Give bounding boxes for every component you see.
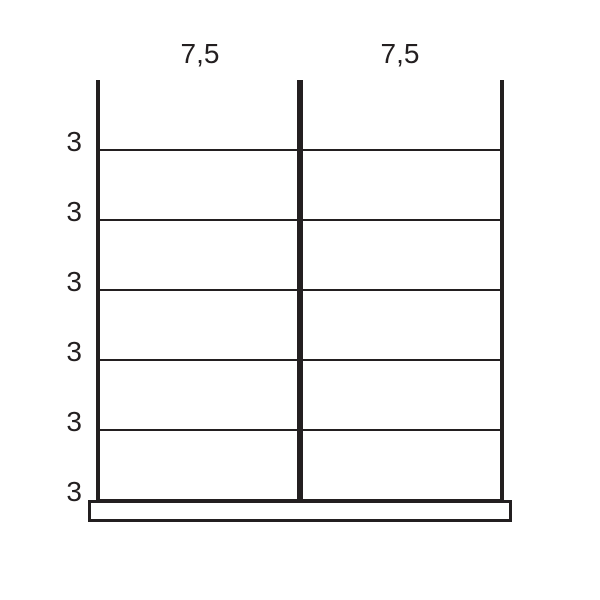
shelf-line	[303, 359, 500, 361]
row-label: 3	[0, 198, 82, 226]
row-label: 3	[0, 338, 82, 366]
base-bottom	[88, 519, 512, 522]
row-label: 3	[0, 478, 82, 506]
base-top	[88, 500, 512, 503]
column-label: 7,5	[100, 40, 300, 68]
shelf-line	[100, 359, 297, 361]
column-label: 7,5	[300, 40, 500, 68]
base-left	[88, 500, 91, 522]
shelf-line	[303, 289, 500, 291]
base-right	[509, 500, 512, 522]
shelf-line	[303, 149, 500, 151]
shelf-line	[100, 149, 297, 151]
row-label: 3	[0, 128, 82, 156]
shelf-line	[303, 219, 500, 221]
shelf-line	[303, 429, 500, 431]
shelf-line	[100, 219, 297, 221]
outer-right-stroke	[500, 80, 504, 500]
row-label: 3	[0, 268, 82, 296]
row-label: 3	[0, 408, 82, 436]
shelf-line	[100, 289, 297, 291]
grid-diagram: 7,57,5 3 3 3 3 3 3	[0, 0, 600, 600]
shelf-line	[100, 429, 297, 431]
